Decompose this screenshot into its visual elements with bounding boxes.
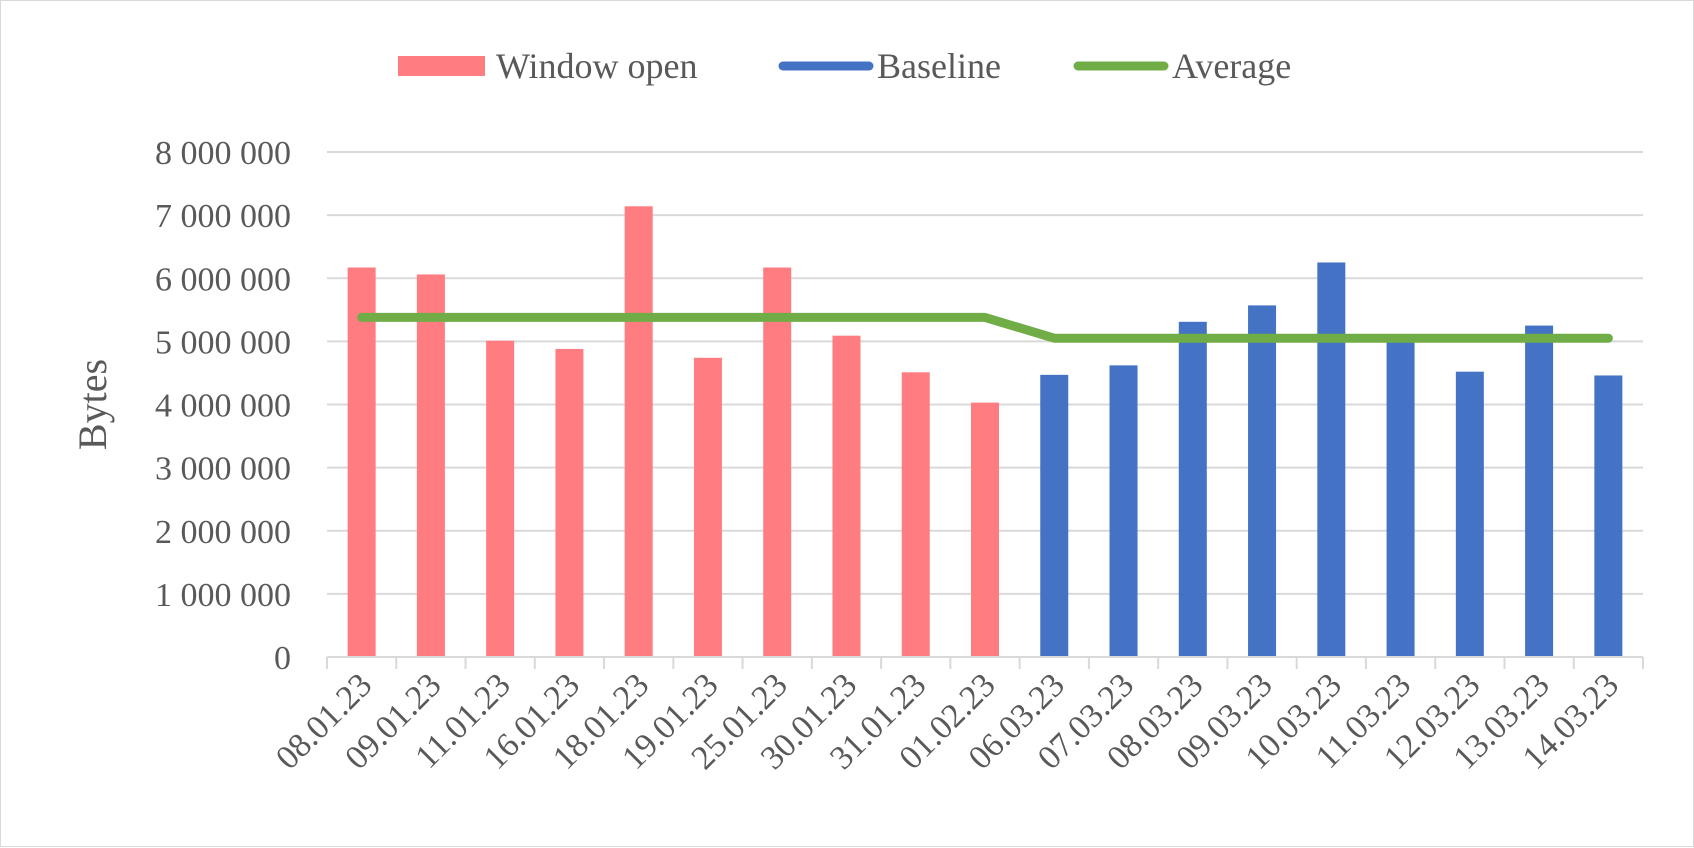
bar-window-open bbox=[693, 357, 722, 657]
legend: Window open Baseline Average bbox=[398, 46, 1291, 86]
bar-baseline bbox=[1178, 321, 1207, 657]
bar-baseline bbox=[1525, 325, 1554, 657]
x-axis: 08.01.2309.01.2311.01.2316.01.2318.01.23… bbox=[269, 656, 1644, 777]
bar-window-open bbox=[347, 267, 376, 657]
bar-baseline bbox=[1594, 375, 1623, 657]
y-tick-label: 7 000 000 bbox=[155, 198, 291, 235]
y-axis-title: Bytes bbox=[70, 359, 115, 450]
legend-label-window-open: Window open bbox=[496, 46, 698, 86]
y-tick-label: 4 000 000 bbox=[155, 388, 291, 425]
y-tick-label: 6 000 000 bbox=[155, 261, 291, 298]
average-line-group bbox=[357, 312, 1613, 343]
legend-swatch-window-open bbox=[398, 56, 485, 76]
bar-baseline bbox=[1317, 262, 1346, 657]
bar-window-open bbox=[416, 274, 445, 657]
average-line bbox=[357, 312, 1613, 343]
y-tick-label: 5 000 000 bbox=[155, 324, 291, 361]
legend-label-baseline: Baseline bbox=[877, 46, 1001, 86]
y-tick-label: 2 000 000 bbox=[155, 514, 291, 551]
bars bbox=[347, 206, 1623, 657]
y-tick-label: 1 000 000 bbox=[155, 577, 291, 614]
bar-window-open bbox=[486, 340, 515, 657]
y-axis: 0 1 000 000 2 000 000 3 000 000 4 000 000 5 0… bbox=[155, 135, 291, 677]
y-tick-label: 0 bbox=[274, 640, 291, 677]
bar-window-open bbox=[832, 335, 861, 657]
y-tick-label: 3 000 000 bbox=[155, 451, 291, 488]
bar-baseline bbox=[1248, 305, 1277, 657]
bar-window-open bbox=[763, 267, 792, 657]
bar-window-open bbox=[901, 372, 930, 657]
bar-window-open bbox=[971, 402, 999, 657]
bar-baseline bbox=[1040, 374, 1069, 657]
bar-baseline bbox=[1455, 371, 1484, 657]
bar-window-open bbox=[624, 206, 653, 657]
bar-baseline bbox=[1109, 365, 1138, 657]
bar-baseline bbox=[1386, 340, 1415, 657]
legend-label-average: Average bbox=[1172, 46, 1291, 86]
bar-window-open bbox=[555, 348, 584, 657]
y-tick-label: 8 000 000 bbox=[155, 135, 291, 172]
